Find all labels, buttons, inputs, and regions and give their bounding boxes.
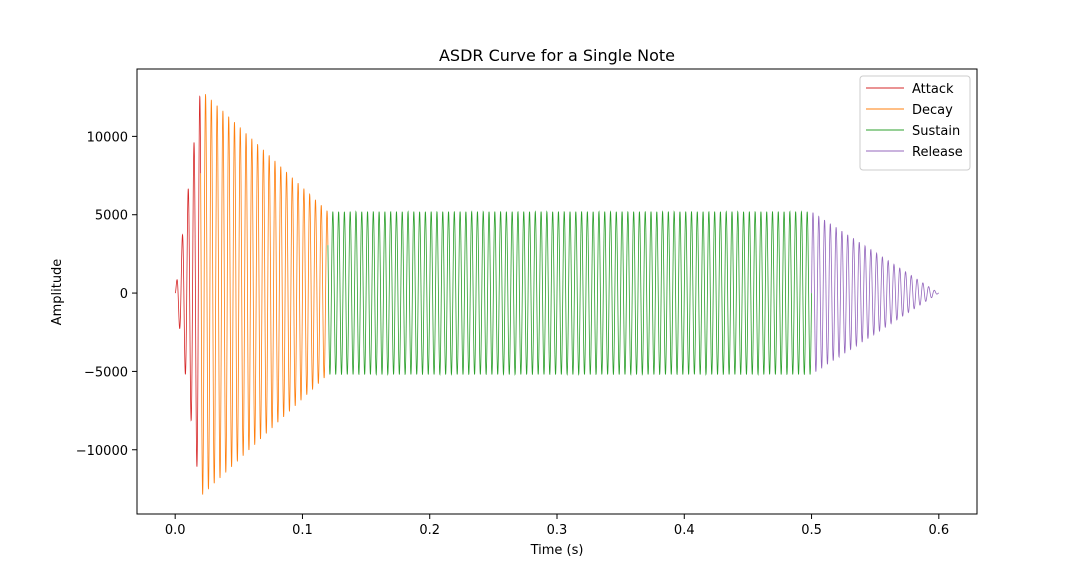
y-tick-label: 10000 — [87, 130, 128, 145]
x-tick-label: 0.6 — [928, 523, 949, 538]
y-tick-label: −5000 — [84, 365, 128, 380]
legend-label-decay: Decay — [912, 103, 953, 118]
series-line-decay — [200, 94, 329, 495]
series-line-sustain — [327, 210, 812, 376]
y-tick-label: 0 — [120, 287, 128, 302]
y-tick-label: −10000 — [76, 444, 128, 459]
x-tick-label: 0.3 — [547, 523, 568, 538]
x-tick-label: 0.0 — [165, 523, 186, 538]
x-axis: 0.0 0.1 0.2 0.3 0.4 0.5 0.6 — [165, 514, 949, 538]
legend-box — [859, 75, 971, 171]
x-tick-label: 0.4 — [674, 523, 695, 538]
series-layer — [174, 94, 939, 495]
chart-title: ASDR Curve for a Single Note — [439, 46, 675, 65]
series-line-attack — [174, 95, 202, 467]
x-axis-label: Time (s) — [530, 543, 584, 558]
legend-label-attack: Attack — [912, 82, 954, 97]
y-axis-label: Amplitude — [50, 259, 65, 326]
x-tick-label: 0.5 — [801, 523, 822, 538]
legend-label-release: Release — [912, 145, 963, 160]
legend-label-sustain: Sustain — [912, 124, 960, 139]
y-axis: −10000 −5000 0 5000 10000 — [76, 130, 137, 459]
series-line-release — [811, 212, 939, 372]
legend: Attack Decay Sustain Release — [859, 75, 971, 171]
x-tick-label: 0.1 — [292, 523, 313, 538]
y-tick-label: 5000 — [95, 209, 128, 224]
x-tick-label: 0.2 — [419, 523, 440, 538]
